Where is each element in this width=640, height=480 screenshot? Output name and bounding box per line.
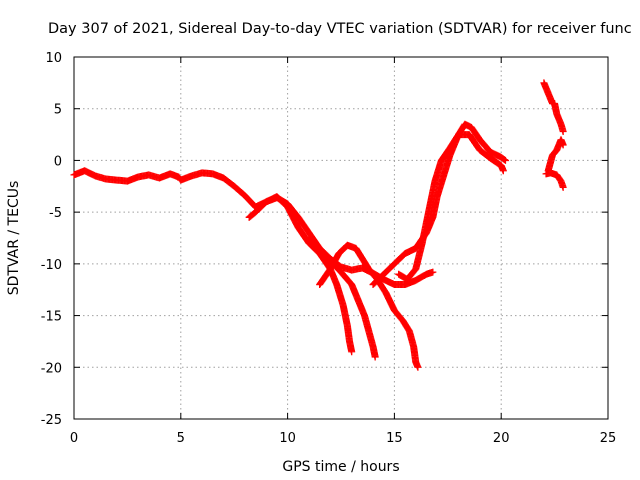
data-point [559,141,567,149]
x-tick-label: 5 [177,431,185,446]
data-point [414,363,422,371]
data-marks [70,79,567,371]
data-series [70,167,437,289]
x-tick-label: 20 [493,431,510,446]
y-tick-label: -20 [41,361,62,376]
y-tick-label: 0 [54,154,62,169]
x-tick-label: 10 [279,431,296,446]
data-point [501,156,509,164]
data-series [316,241,422,371]
x-tick-label: 25 [600,431,617,446]
data-point [371,353,379,361]
y-tick-label: -15 [41,310,62,325]
data-series [544,136,567,175]
y-tick-label: -10 [41,258,62,273]
data-series [395,131,507,283]
data-series [305,234,379,361]
data-point [500,156,508,164]
data-series [542,169,567,191]
data-point [429,268,437,276]
y-tick-label: 5 [54,103,62,118]
x-tick-label: 15 [386,431,403,446]
data-point [499,167,507,175]
y-tick-label: -5 [49,206,62,221]
data-series [369,120,509,289]
data-point [559,183,567,191]
data-series [540,79,567,135]
chart-title: Day 307 of 2021, Sidereal Day-to-day VTE… [48,21,632,37]
y-axis-label: SDTVAR / TECUs [6,181,22,296]
x-tick-label: 0 [70,431,78,446]
data-point [559,127,567,135]
x-axis-label: GPS time / hours [282,459,399,475]
grid-layer [74,57,608,419]
tick-labels: 0 5 10 15 20 25 -25 -20 -15 -10 -5 0 5 10 [41,51,617,446]
plot-frame [73,56,609,420]
y-tick-label: 10 [45,51,62,66]
y-tick-label: -25 [41,413,62,428]
data-point [348,348,356,356]
